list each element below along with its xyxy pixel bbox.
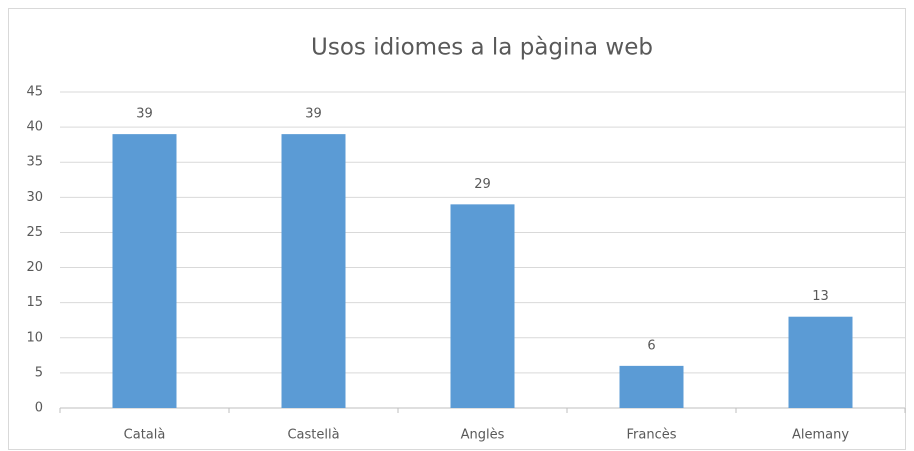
data-label: 39 [305,107,322,122]
y-tick-label: 40 [26,120,43,135]
x-tick-label: Anglès [461,428,505,443]
data-label: 6 [647,338,655,353]
y-tick-label: 10 [26,330,43,345]
y-tick-label: 25 [26,225,43,240]
chart-title: Usos idiomes a la pàgina web [311,35,653,61]
bar [450,204,515,408]
y-tick-label: 20 [26,260,43,275]
x-tick-label: Castellà [287,428,339,443]
x-tick-label: Alemany [792,428,849,443]
bar [281,134,346,408]
y-tick-label: 45 [26,85,43,100]
bar [112,134,177,408]
y-tick-label: 5 [35,365,43,380]
y-tick-label: 35 [26,155,43,170]
x-tick-label: Francès [626,428,676,443]
data-label: 39 [136,107,153,122]
x-tick-label: Català [124,428,166,443]
bar [619,365,684,408]
y-tick-label: 0 [35,401,43,416]
y-tick-label: 30 [26,190,43,205]
data-label: 29 [474,177,491,192]
data-label: 13 [812,289,829,304]
y-tick-label: 15 [26,295,43,310]
bar [788,316,853,408]
